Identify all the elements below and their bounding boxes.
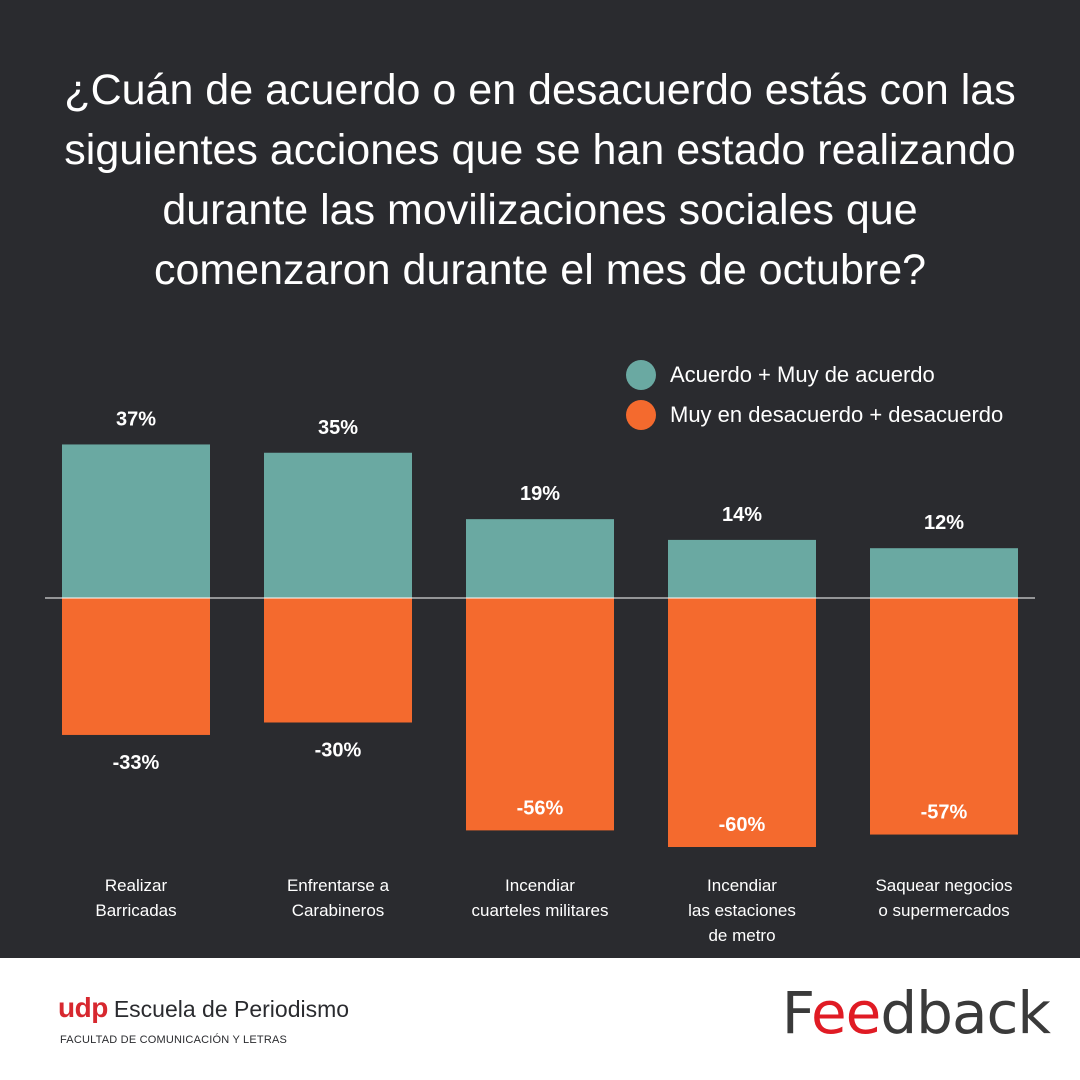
label-agree-2: 19%: [520, 483, 560, 505]
category-label-1-0: Enfrentarse a: [287, 876, 390, 895]
legend-item-disagree: Muy en desacuerdo + desacuerdo: [626, 395, 1003, 435]
legend: Acuerdo + Muy de acuerdo Muy en desacuer…: [626, 355, 1003, 435]
label-agree-3: 14%: [722, 504, 762, 526]
bar-disagree-0: [62, 598, 210, 735]
category-label-2-1: cuarteles militares: [472, 901, 609, 920]
legend-swatch-disagree: [626, 400, 656, 430]
bar-agree-4: [870, 548, 1018, 598]
feedback-logo-accent: ee: [810, 979, 881, 1047]
bar-chart: 37% -33% Realizar Barricadas 35% -30% Enfrenta…: [45, 408, 1035, 945]
udp-faculty-name: FACULTAD DE COMUNICACIÓN Y LETRAS: [60, 1034, 288, 1046]
label-disagree-3: -60%: [719, 814, 766, 836]
category-label-3-0: Incendiar: [707, 876, 777, 895]
bar-agree-3: [668, 539, 816, 598]
label-agree-1: 35%: [318, 417, 358, 439]
category-label-0-0: Realizar: [105, 876, 168, 895]
bar-agree-0: [62, 444, 210, 598]
label-disagree-2: -56%: [517, 797, 564, 819]
bar-agree-1: [264, 452, 412, 598]
footer: udp Escuela de Periodismo FACULTAD DE CO…: [0, 958, 1080, 1080]
category-label-2-0: Incendiar: [505, 876, 575, 895]
label-agree-0: 37%: [116, 408, 156, 430]
label-disagree-4: -57%: [921, 802, 968, 824]
bar-agree-2: [466, 519, 614, 598]
category-label-3-1: las estaciones: [688, 901, 796, 920]
udp-school-name: Escuela de Periodismo: [113, 996, 350, 1022]
udp-logo: udp Escuela de Periodismo: [58, 992, 349, 1024]
category-label-0-1: Barricadas: [95, 901, 176, 920]
category-label-4-0: Saquear negocios: [875, 876, 1012, 895]
label-disagree-1: -30%: [315, 740, 362, 762]
feedback-logo-end: dback: [880, 979, 1051, 1047]
bar-disagree-4: [870, 598, 1018, 835]
category-label-3-2: de metro: [708, 926, 775, 945]
category-label-1-1: Carabineros: [292, 901, 385, 920]
legend-item-agree: Acuerdo + Muy de acuerdo: [626, 355, 1003, 395]
category-label-4-1: o supermercados: [878, 901, 1009, 920]
label-agree-4: 12%: [924, 512, 964, 534]
legend-label-agree: Acuerdo + Muy de acuerdo: [670, 362, 935, 387]
legend-swatch-agree: [626, 360, 656, 390]
feedback-logo: Feedback: [782, 984, 1051, 1042]
legend-label-disagree: Muy en desacuerdo + desacuerdo: [670, 402, 1004, 427]
bar-disagree-3: [668, 598, 816, 847]
chart-title: ¿Cuán de acuerdo o en desacuerdo estás c…: [64, 66, 1016, 294]
label-disagree-0: -33%: [113, 752, 160, 774]
feedback-logo-start: F: [781, 979, 812, 1047]
bar-disagree-2: [466, 598, 614, 831]
udp-logo-mark: udp: [58, 992, 108, 1023]
bar-disagree-1: [264, 598, 412, 723]
